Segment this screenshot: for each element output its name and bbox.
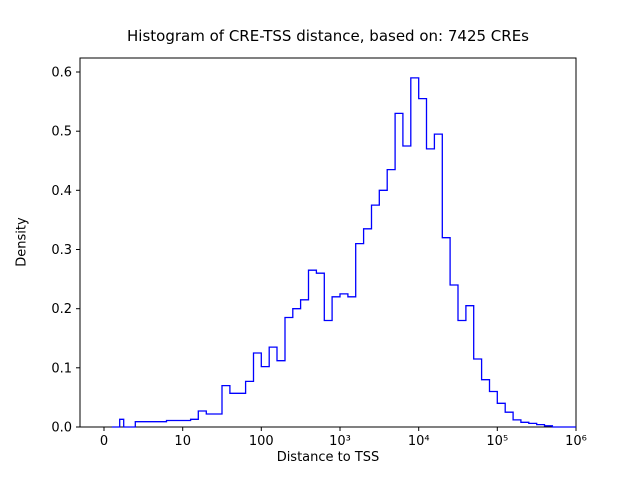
y-tick-label: 0.2 — [51, 302, 72, 317]
y-tick-label: 0.0 — [51, 421, 72, 436]
x-tick-label: 10⁶ — [565, 434, 587, 449]
y-tick-label: 0.6 — [51, 66, 72, 81]
y-tick-label: 0.1 — [51, 361, 72, 376]
x-tick-label: 10 — [174, 434, 191, 449]
y-tick-label: 0.4 — [51, 184, 72, 199]
x-tick-label: 100 — [249, 434, 274, 449]
x-axis-label: Distance to TSS — [276, 450, 380, 465]
axes-frame — [79, 57, 577, 428]
y-tick-label: 0.5 — [51, 125, 72, 140]
chart-title: Histogram of CRE-TSS distance, based on:… — [127, 27, 529, 45]
x-tick-label: 0 — [100, 434, 108, 449]
y-tick-label: 0.3 — [51, 243, 72, 258]
x-tick-label: 10³ — [329, 434, 351, 449]
x-tick-label: 10⁴ — [408, 434, 430, 449]
histogram-step-line — [111, 77, 576, 428]
x-tick-label: 10⁵ — [486, 434, 508, 449]
